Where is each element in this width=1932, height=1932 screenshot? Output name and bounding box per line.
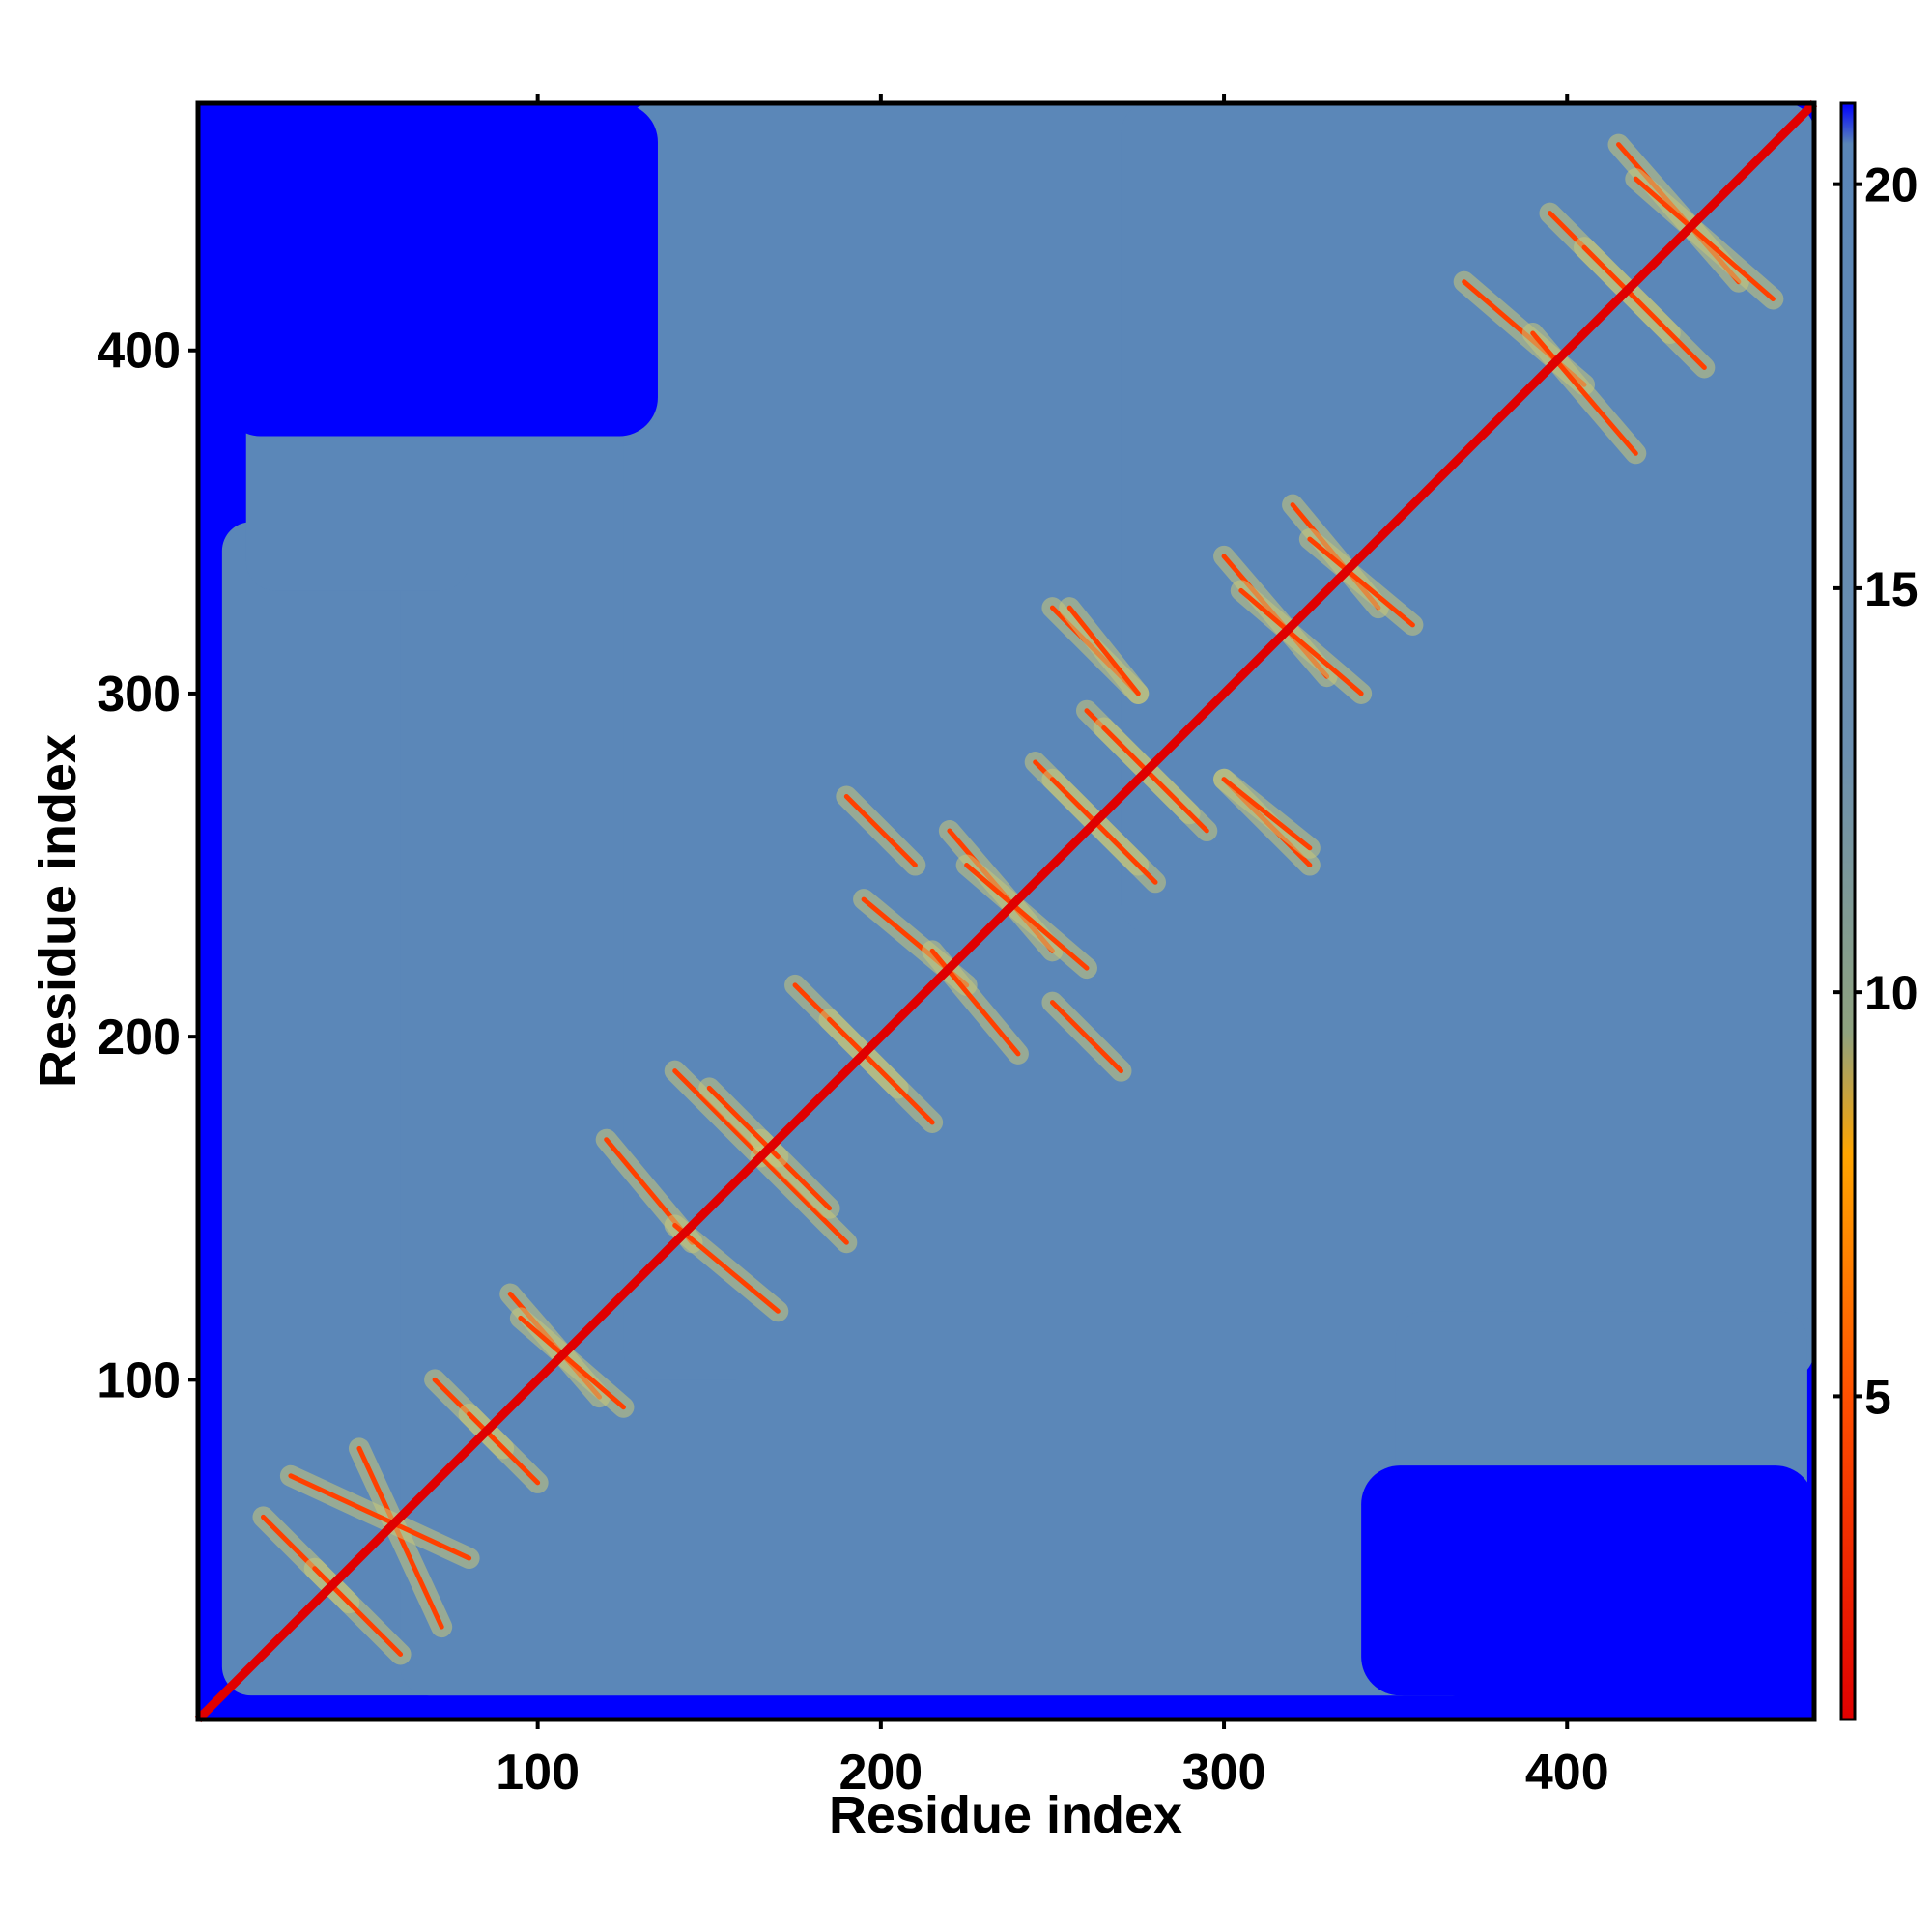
contact-segment [518,1315,626,1410]
contact-segment [1530,330,1638,456]
contact-segment [1066,605,1141,696]
contact-segment [288,1473,472,1561]
contact-segment [672,1223,781,1314]
contact-segment [1633,176,1776,301]
contact-segment [1049,1000,1123,1074]
empty-region [1361,1465,1814,1696]
colorbar-tick-label: 5 [1864,1370,1891,1424]
contact-segment [1581,244,1707,371]
x-tick-label: 300 [1182,1745,1266,1801]
heatmap-plot-area [194,99,1818,1723]
empty-region [221,103,658,437]
contact-segment [843,794,918,868]
x-axis: 100 200 300 400 [496,94,1609,1801]
colorbar-tick-label: 10 [1864,966,1918,1020]
colorbar-gradient [1839,101,1857,1721]
contact-segment [1238,587,1364,696]
heatmap-diagonal [194,99,1818,1723]
contact-segment [758,1153,849,1245]
contact-segment [964,863,1090,971]
x-tick-label: 200 [838,1745,923,1801]
contact-segment [467,1411,541,1486]
colorbar-tick-label: 20 [1864,158,1918,213]
contact-segment [1221,777,1313,851]
y-tick-label: 100 [97,1352,181,1408]
domain-block [1121,103,1814,934]
x-tick-label: 100 [496,1745,580,1801]
y-axis: 100 200 300 400 [97,324,198,1408]
y-tick-label: 200 [97,1009,181,1065]
x-tick-label: 400 [1525,1745,1609,1801]
y-axis-title: Residue index [29,734,87,1088]
contact-segment [1049,777,1158,885]
plot-frame [195,100,1817,1722]
colorbar: 5 10 15 20 [1833,101,1918,1721]
y-tick-label: 400 [97,324,181,380]
x-axis-title: Residue index [829,1786,1182,1844]
contact-segment [827,1016,935,1125]
contact-segment [1101,724,1209,834]
y-tick-label: 300 [97,667,181,723]
contact-segment [1307,536,1415,628]
contact-segment [672,1068,764,1159]
colorbar-tick-label: 15 [1864,562,1918,616]
